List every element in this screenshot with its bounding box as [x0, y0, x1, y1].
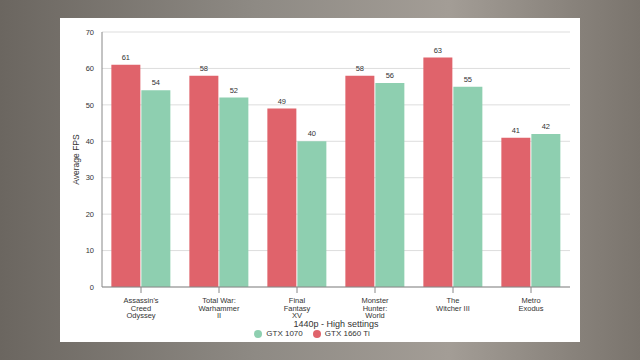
svg-text:60: 60 [86, 64, 94, 73]
svg-text:70: 70 [86, 28, 94, 37]
svg-text:1440p - High settings: 1440p - High settings [293, 319, 379, 329]
svg-text:63: 63 [434, 46, 442, 55]
svg-text:MonsterHunter:World: MonsterHunter:World [361, 296, 389, 320]
html-text:GTX 1660 Ti: GTX 1660 Ti [324, 329, 370, 338]
svg-text:40: 40 [308, 129, 316, 138]
svg-text:56: 56 [386, 71, 394, 80]
svg-text:40: 40 [86, 137, 94, 146]
svg-text:58: 58 [200, 64, 208, 73]
svg-text:0: 0 [90, 283, 94, 292]
svg-text:49: 49 [278, 97, 286, 106]
svg-text:20: 20 [86, 210, 94, 219]
svg-text:41: 41 [512, 126, 520, 135]
svg-text:TheWitcher III: TheWitcher III [436, 296, 470, 313]
svg-text:FinalFantasyXV: FinalFantasyXV [284, 296, 311, 320]
svg-text:Average FPS: Average FPS [71, 134, 81, 185]
svg-text:50: 50 [86, 101, 94, 110]
svg-text:Total War:WarhammerII: Total War:WarhammerII [199, 296, 240, 320]
svg-text:MetroExodus: MetroExodus [518, 296, 543, 313]
html-text:GTX 1070: GTX 1070 [266, 329, 303, 338]
svg-text:10: 10 [86, 246, 94, 255]
svg-text:Assassin'sCreedOdyssey: Assassin'sCreedOdyssey [123, 296, 158, 320]
svg-text:30: 30 [86, 173, 94, 182]
svg-text:55: 55 [464, 75, 472, 84]
svg-text:54: 54 [152, 78, 160, 87]
svg-text:58: 58 [356, 64, 364, 73]
svg-text:52: 52 [230, 86, 238, 95]
svg-text:61: 61 [122, 53, 130, 62]
svg-text:42: 42 [542, 122, 550, 131]
